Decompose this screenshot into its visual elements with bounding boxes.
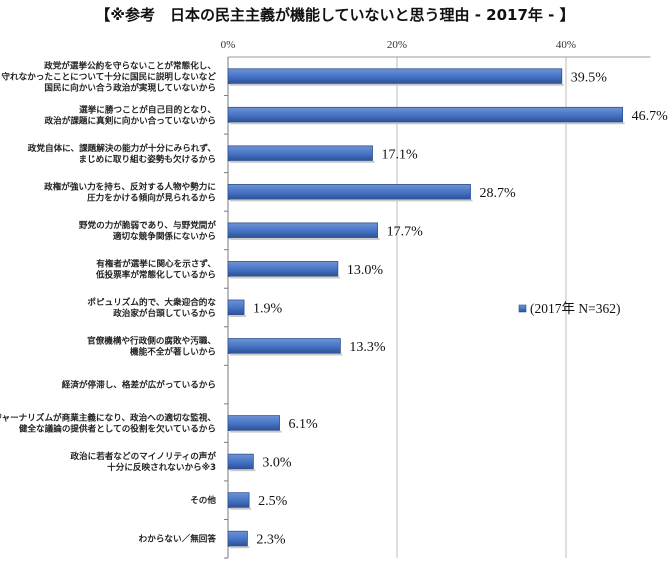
category-label: その他	[190, 494, 216, 506]
data-label: 17.1%	[381, 147, 418, 162]
bar	[227, 183, 471, 200]
chart-title: 【※参考 日本の民主主義が機能していないと思う理由 - 2017年 - 】	[95, 6, 575, 24]
data-label: 2.3%	[256, 533, 286, 548]
category-label: わからない／無回答	[139, 533, 217, 545]
bar-shadow	[230, 276, 340, 279]
bar-shadow	[230, 315, 247, 317]
category-label: 政党が選挙公約を守らないことが常態化し、守れなかったことについて十分に国民に説明…	[1, 59, 216, 93]
data-label: 13.3%	[349, 340, 386, 355]
category-label: 経済が停滞し、格差が広がっているから	[62, 379, 216, 391]
x-tick-label: 0%	[221, 39, 236, 51]
bar	[227, 299, 245, 316]
category-label: 政権が強い力を持ち、反対する人物や勢力に圧力をかける傾向が見られるから	[44, 180, 216, 203]
bar	[227, 261, 339, 277]
bar	[227, 68, 563, 85]
bar-shadow	[230, 546, 250, 549]
category-label: 野党の力が脆弱であり、与野党間が適切な競争関係にないから	[79, 219, 216, 242]
bar	[227, 492, 250, 509]
category-label: ポピュリズム的で、大衆迎合的な政治家が台頭しているから	[87, 296, 216, 319]
bar	[227, 415, 280, 432]
data-label: 46.7%	[632, 109, 669, 124]
bar	[227, 145, 373, 162]
legend-swatch	[518, 304, 527, 313]
bar-shadow	[230, 469, 256, 472]
category-label: ジャーナリズムが商業主義になり、政治への適切な監視、健全な議論の提供者としての役…	[0, 412, 216, 435]
data-label: 1.9%	[253, 302, 283, 317]
data-label: 39.5%	[571, 70, 608, 85]
bar-shadow	[230, 160, 375, 163]
x-tick-label: 40%	[556, 39, 576, 51]
bar	[227, 106, 624, 123]
data-label: 3.0%	[262, 456, 292, 471]
bar-shadow	[230, 83, 564, 86]
data-label: 17.7%	[387, 224, 424, 239]
bar-shadow	[230, 430, 282, 433]
legend-label: (2017年 N=362)	[530, 301, 620, 316]
bar-shadow	[230, 122, 625, 125]
category-label: 政党自体に、課題解決の能力が十分にみられず、まじめに取り組む姿勢も欠けるから	[28, 142, 216, 165]
data-label: 13.0%	[347, 263, 384, 278]
data-label: 2.5%	[258, 494, 288, 509]
x-tick-label: 20%	[387, 39, 407, 51]
bar	[227, 453, 254, 470]
category-label: 有権者が選挙に関心を示さず、低投票率が常態化しているから	[95, 257, 216, 280]
category-label: 官僚機構や行政側の腐敗や汚職、機能不全が著しいから	[87, 335, 216, 358]
data-label: 28.7%	[480, 186, 517, 201]
bar	[227, 222, 378, 239]
category-label: 政治に若者などのマイノリティの声が十分に反映されないから※3	[70, 450, 216, 473]
bar	[227, 530, 248, 547]
bar-shadow	[230, 353, 343, 356]
data-label: 6.1%	[289, 417, 319, 432]
bar-shadow	[230, 199, 473, 202]
bar	[227, 338, 341, 354]
bar-shadow	[230, 237, 380, 240]
category-label: 選挙に勝つことが自己目的となり、政治が課題に真剣に向かい合っていないから	[45, 103, 216, 126]
bar-shadow	[230, 507, 252, 510]
